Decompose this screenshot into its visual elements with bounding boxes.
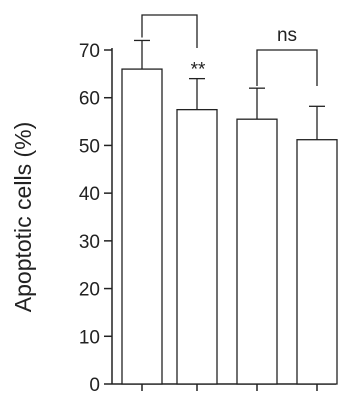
comparison-bracket bbox=[142, 15, 197, 48]
y-tick-label: 0 bbox=[89, 375, 100, 396]
y-tick-label: 10 bbox=[79, 327, 100, 348]
y-tick-label: 70 bbox=[79, 41, 100, 62]
y-tick-label: 60 bbox=[79, 89, 100, 110]
y-tick-label: 20 bbox=[79, 280, 100, 301]
bracket-label: ns bbox=[277, 25, 297, 46]
y-tick-label: 40 bbox=[79, 184, 100, 205]
significance-label: ** bbox=[191, 60, 206, 81]
bar bbox=[237, 119, 277, 384]
bar bbox=[122, 69, 162, 384]
y-axis-label: Apoptotic cells (%) bbox=[10, 122, 36, 312]
bar bbox=[177, 110, 217, 384]
bar bbox=[297, 140, 337, 384]
y-tick-label: 30 bbox=[79, 232, 100, 253]
comparison-bracket bbox=[257, 50, 317, 86]
y-tick-label: 50 bbox=[79, 136, 100, 157]
